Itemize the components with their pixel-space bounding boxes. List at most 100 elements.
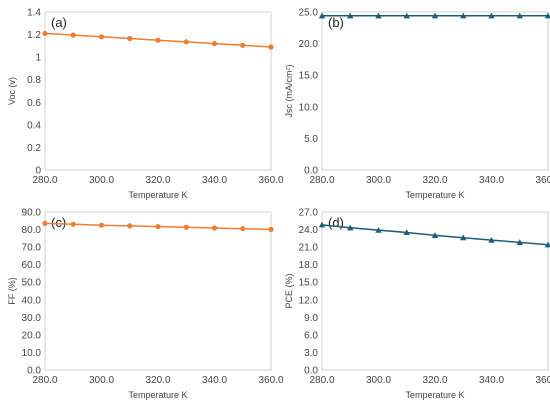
x-tick-label: 300.0 (366, 375, 391, 386)
data-point (240, 42, 246, 48)
y-tick-label: 10.0 (22, 348, 42, 359)
plot-frame (321, 11, 549, 171)
data-point (42, 220, 48, 227)
y-tick-label: 15.0 (299, 278, 319, 289)
data-point (488, 12, 495, 19)
x-tick-label: 340.0 (202, 175, 227, 186)
y-tick-label: 0 (35, 166, 41, 177)
data-point (318, 221, 326, 228)
y-tick-label: 27.0 (299, 208, 319, 219)
chart-panel-4: 0.0 3.0 6.0 9.0 12.0 15.0 18.0 21.0 24.0 27.0 280.… (284, 208, 550, 400)
x-tick-label: 300.0 (366, 175, 391, 186)
data-point (431, 232, 439, 238)
x-tick-label: 360.0 (535, 375, 550, 386)
y-tick-label: 21.0 (299, 243, 319, 254)
y-tick-label: 0.4 (27, 120, 41, 131)
y-tick-label: 80.0 (22, 225, 42, 236)
x-tick-label: 360.0 (258, 175, 283, 186)
x-tick-label: 340.0 (479, 175, 504, 186)
plot-frame (44, 211, 272, 371)
y-tick-label: 10.0 (299, 102, 319, 113)
y-tick-label: 60.0 (22, 260, 42, 271)
y-tick-label: 70.0 (22, 243, 42, 254)
data-point (127, 223, 133, 229)
y-tick-label: 20.0 (299, 39, 319, 50)
y-axis-title: Jsc (mA/cm²) (284, 65, 294, 118)
x-tick-label: 360.0 (258, 375, 283, 386)
x-axis-title: Temperature K (128, 390, 187, 400)
chart-panel-1: 0 0.2 0.4 0.6 0.8 1 1.2 1.4 280.0 300.0 320.0 340.0… (7, 8, 284, 201)
chart-panel-3: 0.0 10.0 20.0 30.0 40.0 50.0 60.0 70.0 80.0 90.0 2… (7, 208, 284, 401)
x-tick-label: 300.0 (89, 175, 114, 186)
data-point (516, 239, 523, 245)
data-point (127, 35, 133, 42)
data-point (544, 241, 550, 248)
data-point (431, 12, 439, 19)
y-tick-label: 0.6 (27, 98, 41, 109)
y-tick-label: 40.0 (22, 295, 42, 306)
data-point (347, 224, 354, 231)
data-point (460, 12, 467, 19)
y-axis-title: Voc (v) (7, 77, 17, 105)
y-tick-label: 20.0 (22, 330, 42, 341)
data-point (347, 12, 354, 19)
data-point (460, 234, 467, 241)
y-tick-label: 30.0 (22, 313, 42, 324)
panel-label: (b) (328, 15, 344, 30)
data-point (268, 226, 274, 232)
data-point (268, 44, 274, 50)
data-point (98, 34, 105, 40)
x-tick-label: 320.0 (422, 175, 447, 186)
y-tick-label: 3.0 (304, 348, 318, 359)
panel-label: (c) (51, 215, 66, 230)
data-point (516, 12, 523, 19)
plot-frame (321, 211, 549, 371)
y-tick-label: 0.0 (304, 166, 318, 177)
y-tick-label: 50.0 (22, 278, 42, 289)
x-tick-label: 340.0 (479, 375, 504, 386)
data-point (403, 12, 410, 19)
x-tick-label: 280.0 (309, 375, 334, 386)
data-point (42, 30, 48, 37)
y-tick-label: 0.2 (27, 143, 41, 154)
data-point (98, 222, 105, 228)
data-point (403, 229, 410, 236)
x-tick-label: 280.0 (32, 175, 57, 186)
x-tick-label: 280.0 (32, 375, 57, 386)
data-point (318, 12, 326, 19)
data-point (155, 37, 161, 43)
data-point (70, 32, 76, 38)
y-axis-title: FF (%) (7, 277, 17, 305)
y-tick-label: 9.0 (304, 313, 318, 324)
y-tick-label: 18.0 (299, 260, 319, 271)
y-tick-label: 25.0 (299, 8, 319, 19)
data-point (488, 236, 495, 243)
y-tick-label: 90.0 (22, 208, 42, 219)
y-axis-title: PCE (%) (284, 273, 294, 308)
data-point (211, 225, 218, 231)
y-tick-label: 12.0 (299, 295, 319, 306)
x-axis-title: Temperature K (405, 190, 464, 200)
data-point (240, 226, 246, 232)
x-tick-label: 360.0 (535, 175, 550, 186)
x-tick-label: 320.0 (422, 375, 447, 386)
data-point (183, 39, 189, 45)
x-axis-title: Temperature K (128, 190, 187, 200)
data-point (70, 221, 76, 227)
panel-label: (a) (51, 15, 67, 30)
x-tick-label: 320.0 (145, 175, 170, 186)
y-tick-label: 1.4 (27, 8, 41, 19)
y-tick-label: 0.0 (27, 366, 41, 377)
y-tick-label: 0.8 (27, 75, 41, 86)
x-tick-label: 300.0 (89, 375, 114, 386)
x-tick-label: 340.0 (202, 375, 227, 386)
chart-panel-2: 0.0 5.0 10.0 15.0 20.0 25.0 280.0 300.0 320.0 340… (284, 8, 550, 200)
x-axis-title: Temperature K (405, 390, 464, 400)
data-point (183, 224, 189, 230)
y-tick-label: 24.0 (299, 225, 319, 236)
data-point (375, 226, 382, 233)
y-tick-label: 15.0 (299, 71, 319, 82)
plot-frame (44, 11, 272, 171)
y-tick-label: 1.2 (27, 30, 41, 41)
